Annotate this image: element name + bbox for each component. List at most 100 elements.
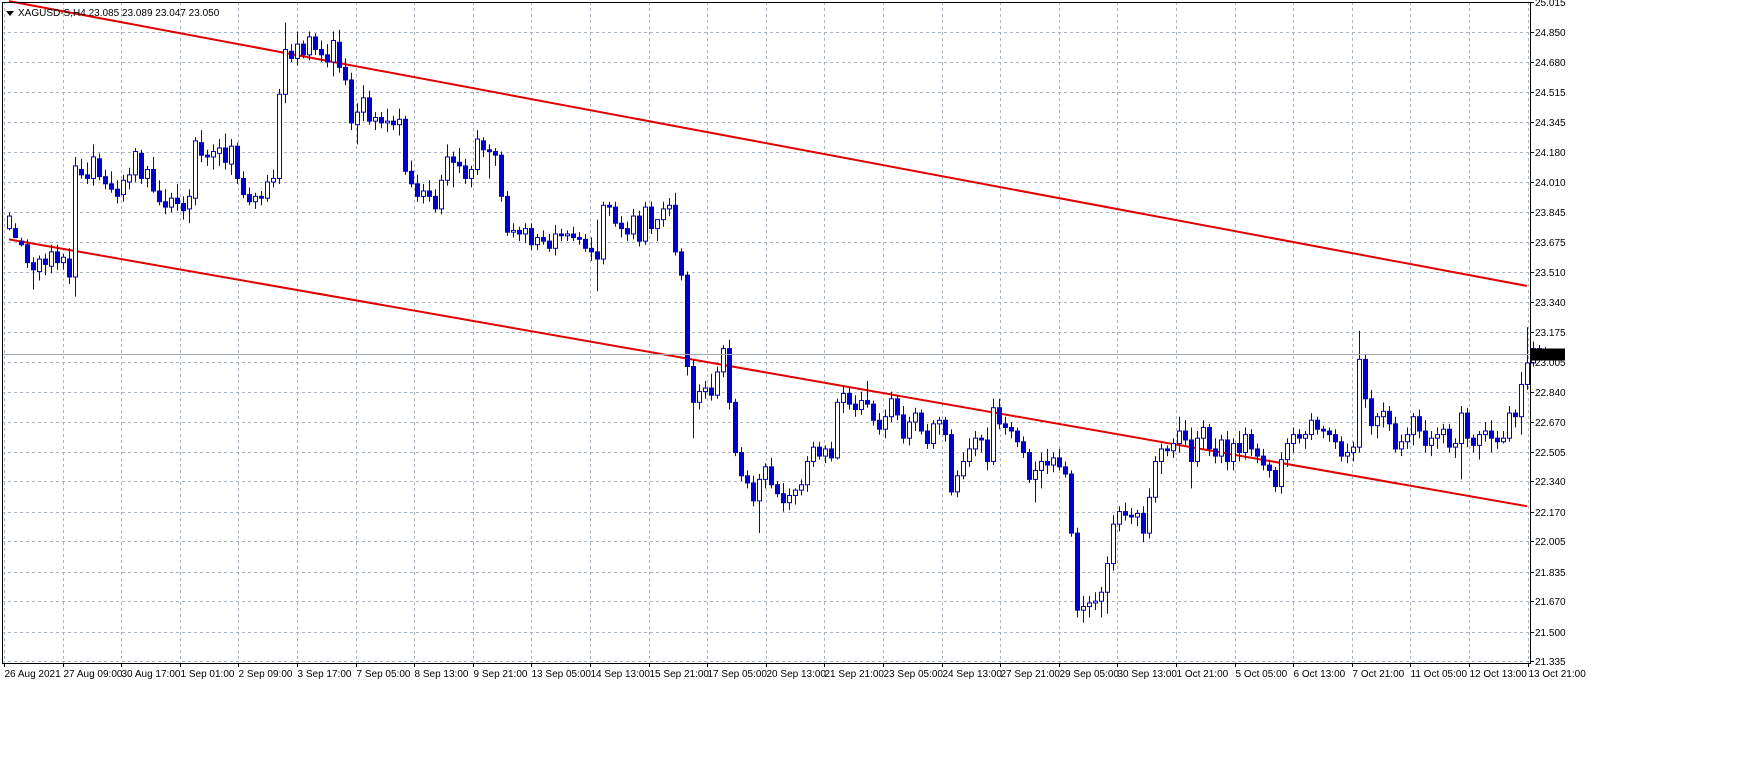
candle-body-bear <box>427 190 432 197</box>
candle <box>1375 413 1380 439</box>
candle <box>601 201 606 265</box>
candle <box>175 183 180 211</box>
candle <box>31 257 36 290</box>
candle <box>607 201 612 217</box>
time-axis[interactable]: 26 Aug 2021 27 Aug 09:00 30 Aug 17:00 1 Sep… <box>4 663 1587 680</box>
candle-body-bull <box>355 111 360 126</box>
candle <box>265 174 270 202</box>
candle-body-bull <box>1375 416 1380 427</box>
candle <box>1261 448 1266 471</box>
candle <box>277 88 282 184</box>
candle-body-bear <box>457 161 462 167</box>
candle <box>721 345 726 378</box>
candle <box>1207 423 1212 457</box>
candle <box>571 226 576 242</box>
candle-body-bull <box>1105 563 1110 593</box>
candle <box>319 40 324 63</box>
candle <box>685 271 690 376</box>
candle-body-bear <box>157 190 162 203</box>
candle-body-bull <box>397 118 402 126</box>
candle-body-bear <box>103 176 108 185</box>
candle <box>1111 515 1116 571</box>
candle <box>583 233 588 252</box>
candle-body-bear <box>1189 439 1194 462</box>
chart-menu-triangle-icon[interactable] <box>6 11 14 16</box>
candle-body-bear <box>1261 455 1266 466</box>
candle <box>679 248 684 281</box>
candle <box>247 187 252 206</box>
candle <box>943 416 948 442</box>
candle <box>1327 427 1332 442</box>
candle <box>1417 409 1422 439</box>
chart-info[interactable]: XAGUSD-S,H4 23.085 23.089 23.047 23.050 <box>6 8 220 19</box>
candle <box>1009 422 1014 439</box>
candle <box>589 237 594 261</box>
candle <box>505 190 510 236</box>
candle-body-bull <box>661 208 666 221</box>
candles <box>7 22 1548 623</box>
candle <box>1291 427 1296 453</box>
candle <box>1507 405 1512 442</box>
candle-body-bear <box>415 183 420 197</box>
x-tick-label: 30 Sep 13:00 <box>1118 669 1178 680</box>
candle-body-bull <box>1291 434 1296 445</box>
candle-body-bear <box>1255 448 1260 457</box>
candle-body-bull <box>859 400 864 411</box>
y-tick-label: 25.015 <box>1535 0 1566 9</box>
trendline-lower-channel[interactable] <box>8 238 1528 508</box>
candle <box>205 149 210 166</box>
candle <box>1435 427 1440 449</box>
candle <box>493 147 498 166</box>
candle <box>385 108 390 132</box>
x-tick-label: 14 Sep 13:00 <box>591 669 651 680</box>
candle <box>901 405 906 444</box>
candle <box>343 58 348 86</box>
candle-body-bull <box>967 448 972 462</box>
candle-body-bull <box>721 348 726 373</box>
candle-body-bull <box>1459 412 1464 445</box>
candle <box>241 171 246 199</box>
candle <box>109 171 114 193</box>
candle <box>163 189 168 215</box>
candle <box>499 151 504 202</box>
x-tick-label: 5 Oct 05:00 <box>1236 669 1288 680</box>
candle-body-bull <box>91 156 96 179</box>
candle <box>1063 461 1068 478</box>
candle-body-bull <box>283 48 288 95</box>
candle-body-bear <box>1027 452 1032 480</box>
candle-body-bear <box>409 170 414 185</box>
candle <box>1213 438 1218 464</box>
candle-body-bull <box>1399 441 1404 450</box>
candle-body-bull <box>271 177 276 183</box>
candle-body-bear <box>847 392 852 405</box>
candle <box>1321 425 1326 439</box>
candle-body-bull <box>991 407 996 462</box>
candle <box>217 139 222 166</box>
price-axis[interactable]: 25.015 24.850 24.680 24.515 24.345 24.180 24.0… <box>1530 0 1566 668</box>
candle <box>133 147 138 183</box>
candle-body-bear <box>31 262 36 271</box>
candle <box>559 228 564 242</box>
candle-body-bear <box>1267 464 1272 471</box>
candle-body-bear <box>1249 434 1254 450</box>
candle-body-bull <box>1345 452 1350 457</box>
candle-body-bull <box>1039 460 1044 471</box>
candle-body-bear <box>997 407 1002 425</box>
candle-body-bull <box>277 93 282 179</box>
candle-body-bull <box>1507 412 1512 439</box>
trendline-upper-channel[interactable] <box>8 0 1528 287</box>
candle-body-bull <box>955 475 960 493</box>
candle <box>1045 448 1050 475</box>
candle <box>1309 413 1314 440</box>
candle-body-bull <box>229 145 234 165</box>
y-tick-label: 22.505 <box>1535 448 1566 459</box>
candle <box>127 167 132 190</box>
candle <box>529 223 534 251</box>
candle <box>367 90 372 125</box>
candle-body-bear <box>769 466 774 486</box>
candle-body-bull <box>445 156 450 181</box>
candle <box>421 183 426 204</box>
candle-body-bull <box>331 40 336 63</box>
